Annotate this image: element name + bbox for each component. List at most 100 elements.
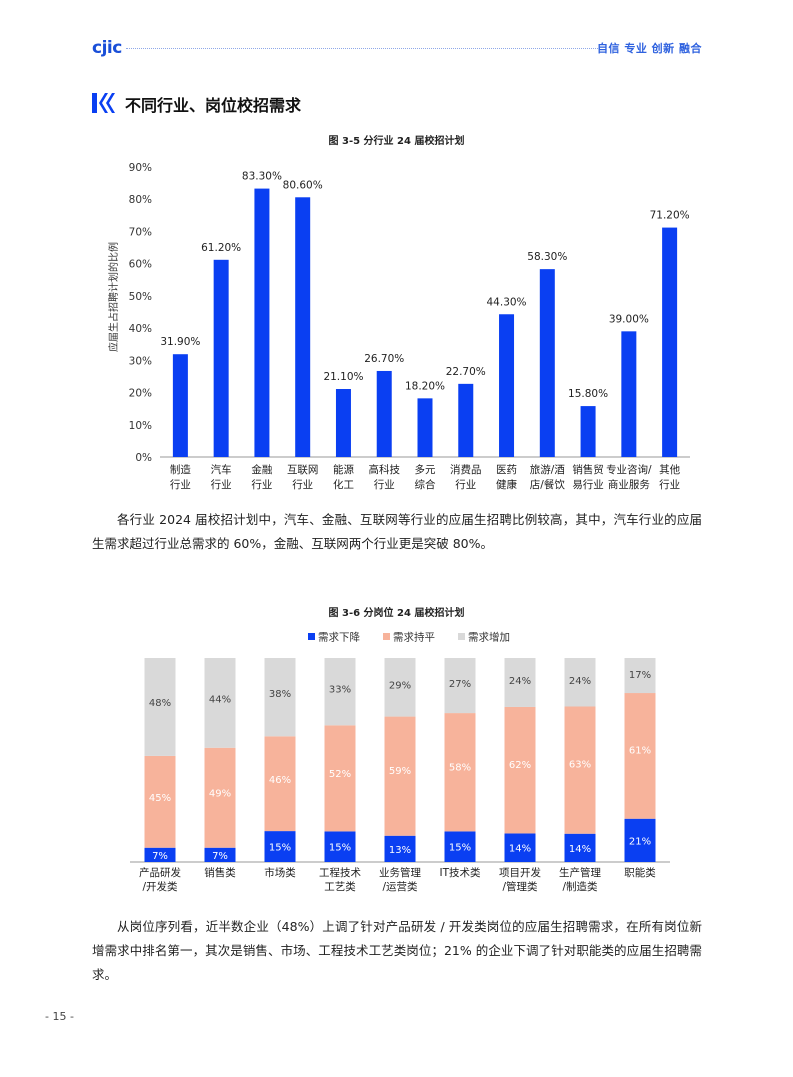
figure2-title: 图 3-6 分岗位 24 届校招计划 [328, 608, 465, 619]
stack-segment [624, 693, 656, 819]
stack-segment [384, 658, 416, 717]
stack-segment [564, 658, 596, 707]
bar-0 [172, 354, 188, 457]
y-tick-label: 60% [129, 259, 152, 271]
bar-2 [254, 188, 270, 457]
category-label: 销售贸 [572, 463, 604, 476]
stack-segment [144, 847, 176, 862]
segment-label: 38% [269, 689, 291, 700]
data-label: 80.60% [283, 179, 323, 191]
category-label: 销售类 [204, 866, 236, 879]
category-label: 产品研发 [139, 866, 181, 879]
segment-label: 13% [389, 845, 411, 856]
data-label: 21.10% [323, 371, 363, 383]
stack-segment [264, 658, 296, 737]
bar-11 [621, 331, 637, 457]
segment-label: 24% [509, 676, 531, 687]
category-label: 高科技 [368, 463, 400, 476]
y-tick-label: 30% [129, 355, 152, 367]
segment-label: 7% [152, 851, 168, 862]
stack-segment [564, 833, 596, 862]
segment-label: 61% [629, 746, 651, 757]
data-label: 71.20% [650, 210, 690, 222]
bar-10 [580, 406, 596, 457]
segment-label: 33% [329, 684, 351, 695]
category-label: 其他 [659, 463, 680, 476]
category-label: 行业 [211, 478, 232, 491]
segment-label: 21% [629, 836, 651, 847]
segment-label: 49% [209, 789, 231, 800]
data-label: 61.20% [201, 242, 241, 254]
category-label: 消费品 [450, 463, 482, 476]
y-axis-label: 应届生占招聘计划的比例 [107, 242, 120, 352]
category-label: 汽车 [211, 463, 232, 476]
stack-segment [264, 831, 296, 862]
segment-label: 62% [509, 760, 531, 771]
paragraph-position: 从岗位序列看，近半数企业（48%）上调了针对产品研发 / 开发类岗位的应届生招聘… [92, 915, 702, 987]
stack-segment [324, 831, 356, 862]
category-label: 医药 [496, 464, 517, 476]
bar-7 [458, 383, 474, 457]
category-label: 行业 [455, 478, 476, 491]
data-label: 26.70% [364, 353, 404, 365]
category-label: 旅游/酒 [530, 463, 566, 476]
data-label: 58.30% [527, 251, 567, 263]
segment-label: 15% [329, 843, 351, 854]
category-label: 行业 [292, 478, 313, 491]
bar-1 [213, 259, 229, 457]
category-label: 业务管理 [379, 866, 421, 879]
stack-segment [144, 658, 176, 756]
stack-segment [444, 831, 476, 862]
stack-segment [504, 658, 536, 707]
data-label: 44.30% [487, 296, 527, 308]
chevron-marker-icon [92, 93, 115, 113]
segment-label: 59% [389, 766, 411, 777]
section-title: 不同行业、岗位校招需求 [125, 96, 302, 115]
stack-segment [504, 706, 536, 834]
bar-5 [376, 370, 392, 457]
category-label: 市场类 [264, 866, 296, 879]
category-label: 行业 [374, 478, 395, 491]
segment-label: 58% [449, 762, 471, 773]
stack-segment [624, 818, 656, 862]
category-label: /运营类 [382, 880, 418, 893]
category-label: 商业服务 [608, 478, 650, 491]
legend-label: 需求持平 [393, 631, 435, 644]
y-tick-label: 0% [135, 452, 152, 464]
y-tick-label: 10% [129, 420, 152, 432]
figure1-title: 图 3-5 分行业 24 届校招计划 [328, 136, 465, 147]
category-label: 店/餐饮 [530, 478, 566, 491]
stack-segment [264, 736, 296, 832]
bar-4 [335, 389, 351, 457]
header-divider [126, 48, 600, 49]
data-label: 18.20% [405, 380, 445, 392]
segment-label: 17% [629, 670, 651, 681]
segment-label: 7% [212, 851, 228, 862]
category-label: 易行业 [572, 478, 604, 491]
category-label: /制造类 [562, 880, 598, 893]
category-label: 能源 [333, 463, 354, 476]
data-label: 39.00% [609, 313, 649, 325]
bar-12 [662, 227, 678, 457]
stack-segment [204, 747, 236, 848]
category-label: 职能类 [624, 866, 656, 879]
header-slogan: 自信 专业 创新 融合 [597, 42, 702, 55]
stack-segment [624, 658, 656, 694]
y-tick-label: 70% [129, 226, 152, 238]
bar-8 [499, 314, 515, 457]
stack-segment [204, 847, 236, 862]
segment-label: 48% [149, 698, 171, 709]
legend-label: 需求下降 [318, 631, 360, 644]
category-label: 多元 [415, 463, 436, 476]
segment-label: 45% [149, 793, 171, 804]
stack-segment [564, 706, 596, 834]
segment-label: 24% [569, 676, 591, 687]
segment-label: 27% [449, 679, 471, 690]
legend-swatch [458, 633, 465, 640]
data-label: 83.30% [242, 171, 282, 183]
category-label: 行业 [659, 478, 680, 491]
bar-3 [295, 197, 311, 457]
bar-9 [539, 269, 555, 457]
category-label: 生产管理 [559, 866, 601, 879]
segment-label: 15% [269, 843, 291, 854]
